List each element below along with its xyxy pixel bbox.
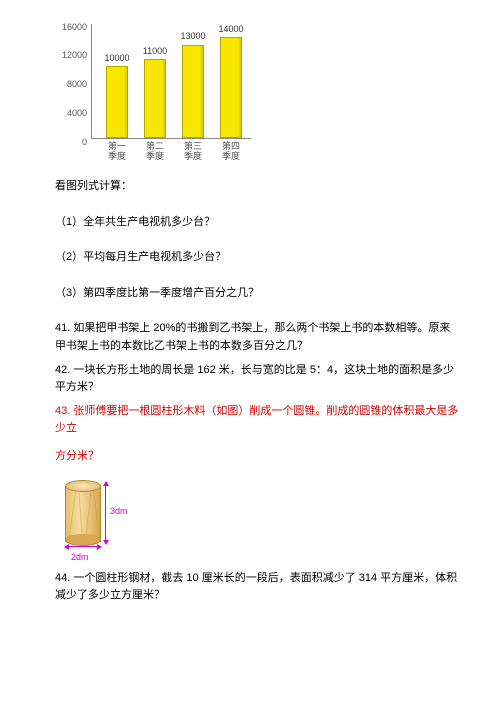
problem-42: 42. 一块长方形土地的周长是 162 米，长与宽的比是 5：4，这块土地的面积…: [55, 362, 460, 397]
bar-label-q4: 14000: [211, 22, 251, 36]
xtick-q3: 第三 季度: [179, 142, 207, 162]
width-dimension-label: 2dm: [71, 550, 89, 564]
xtick-q4: 第四 季度: [217, 142, 245, 162]
question-3: （3）第四季度比第一季度增产百分之几？: [55, 285, 460, 303]
question-1: （1）全年共生产电视机多少台？: [55, 214, 460, 232]
width-dimension-line: [65, 546, 101, 547]
xtick-q1: 第一 季度: [103, 142, 131, 162]
chart-plot-area: 10000 11000 13000 14000 第一 季度 第二 季度 第三 季…: [91, 24, 251, 139]
bar-q1: [106, 66, 128, 138]
ytick-4: 16000: [55, 20, 87, 34]
bar-label-q2: 11000: [135, 44, 175, 58]
bar-q4: [220, 37, 242, 138]
height-dimension-label: 3dm: [110, 504, 128, 518]
problem-43-b: 方分米？: [55, 448, 460, 466]
bar-label-q1: 10000: [97, 51, 137, 65]
ytick-2: 8000: [55, 77, 87, 91]
problem-44: 44. 一个圆柱形钢材，截去 10 厘米长的一段后，表面积减少了 314 平方厘…: [55, 570, 460, 605]
question-2: （2）平均每月生产电视机多少台？: [55, 249, 460, 267]
section-title: 看图列式计算：: [55, 178, 460, 196]
xtick-q2: 第二 季度: [141, 142, 169, 162]
cylinder-body: [65, 480, 101, 542]
cylinder-top-ellipse: [65, 480, 101, 492]
bar-label-q3: 13000: [173, 29, 213, 43]
bar-chart: 0 4000 8000 12000 16000 10000 11000 1300…: [55, 20, 460, 160]
ytick-0: 0: [55, 135, 87, 149]
chart-area: 0 4000 8000 12000 16000 10000 11000 1300…: [55, 20, 255, 160]
cylinder-bottom-ellipse: [65, 534, 101, 546]
bar-q2: [144, 59, 166, 138]
problem-41: 41. 如果把甲书架上 20%的书搬到乙书架上，那么两个书架上书的本数相等。原来…: [55, 320, 460, 355]
ytick-1: 4000: [55, 106, 87, 120]
height-dimension-line: [105, 482, 106, 544]
problem-43-a: 43. 张师傅要把一根圆柱形木料（如图）削成一个圆锥。削成的圆锥的体积最大是多少…: [55, 403, 460, 438]
bar-q3: [182, 45, 204, 138]
ytick-3: 12000: [55, 49, 87, 63]
cylinder-figure: 3dm 2dm: [55, 472, 145, 562]
